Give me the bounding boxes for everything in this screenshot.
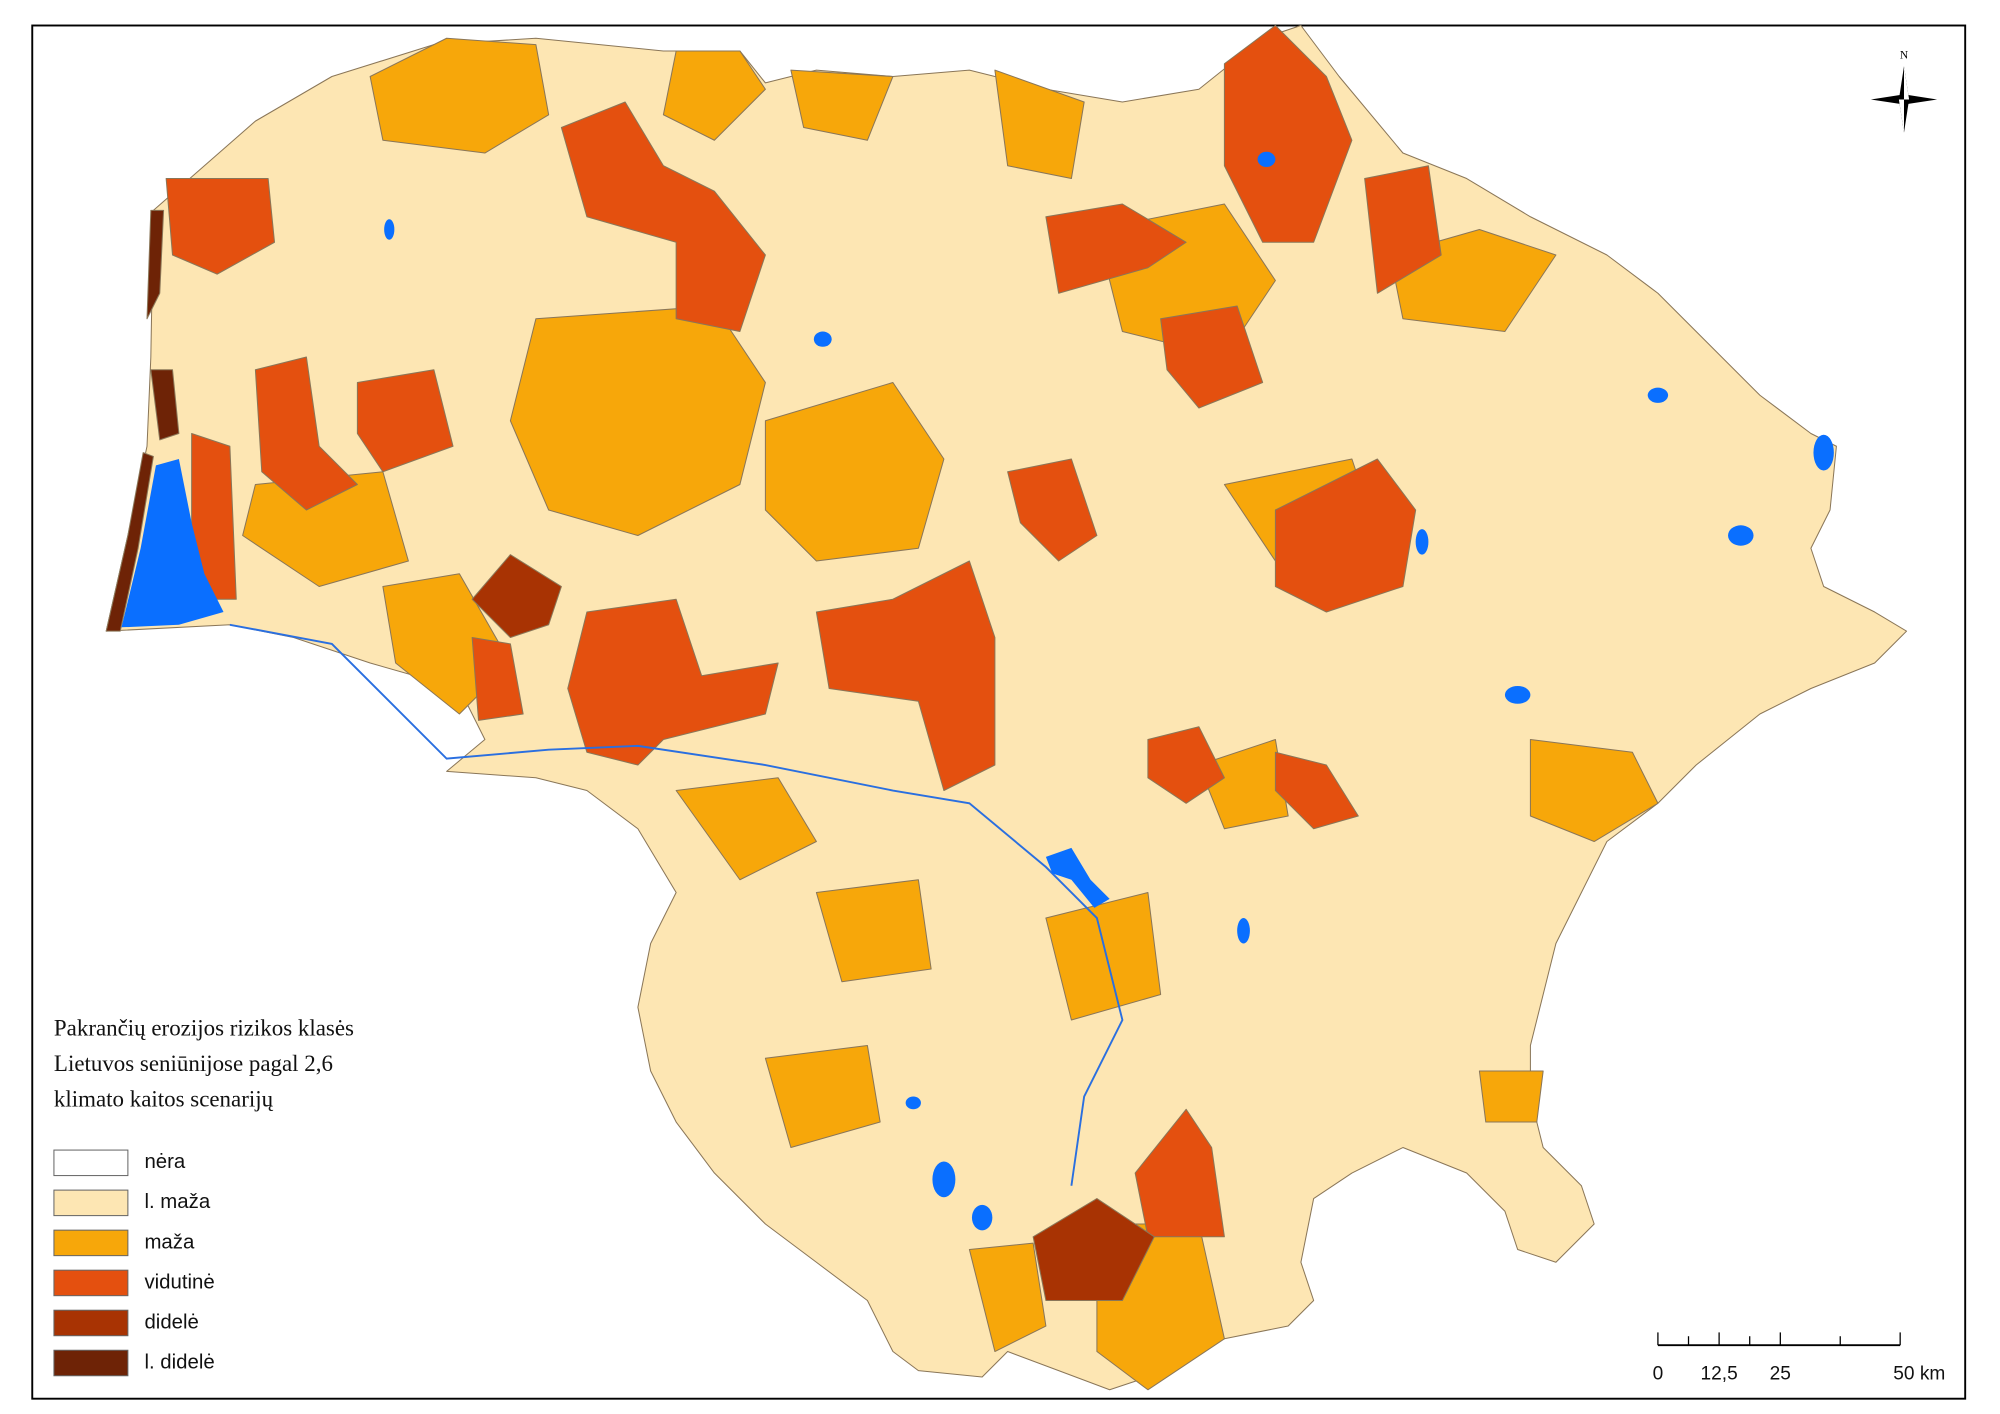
- region: [150, 369, 180, 441]
- legend-swatch: [53, 1229, 129, 1257]
- region: [369, 37, 550, 154]
- region: [1147, 726, 1225, 804]
- lagoon: [121, 459, 224, 628]
- region: [567, 598, 779, 766]
- region: [1274, 751, 1359, 830]
- lake: [905, 1096, 921, 1110]
- region: [968, 1242, 1047, 1353]
- legend-label: didelė: [144, 1311, 198, 1333]
- lake: [971, 1204, 993, 1231]
- legend-label: l. didelė: [144, 1351, 214, 1373]
- lake: [1504, 685, 1531, 704]
- region: [1032, 1198, 1155, 1302]
- region: [1007, 458, 1098, 562]
- region: [1223, 24, 1353, 243]
- scale-bar: 0 12,5 25 50 km: [1653, 1332, 1945, 1385]
- region: [242, 471, 409, 588]
- legend-swatch: [53, 1149, 129, 1177]
- region: [764, 381, 945, 562]
- lake: [1415, 529, 1429, 555]
- region: [1160, 305, 1264, 409]
- legend-swatch: [53, 1189, 129, 1217]
- regions: [105, 24, 1908, 1391]
- lake: [813, 331, 832, 347]
- region: [662, 50, 766, 141]
- legend-label: vidutinė: [144, 1271, 214, 1293]
- lake: [1728, 525, 1754, 546]
- region: [105, 452, 154, 632]
- region: [165, 177, 276, 275]
- north-label: N: [1900, 50, 1909, 62]
- region: [815, 879, 932, 983]
- river: [229, 623, 1124, 1186]
- region: [1134, 1108, 1225, 1238]
- scale-label: 25: [1770, 1364, 1791, 1385]
- legend-swatch: [53, 1269, 129, 1297]
- title-line: Pakrančių erozijos rizikos klasės: [54, 1015, 354, 1040]
- region: [1364, 165, 1442, 294]
- lake: [1813, 434, 1834, 471]
- region: [1045, 203, 1187, 294]
- region: [146, 209, 165, 320]
- lake: [1647, 387, 1669, 403]
- lake: [932, 1161, 956, 1198]
- reservoir: [1045, 847, 1110, 908]
- region: [1529, 739, 1659, 843]
- legend-label: nėra: [144, 1151, 185, 1173]
- water: [121, 151, 1834, 1231]
- region: [994, 69, 1085, 180]
- region: [254, 356, 358, 511]
- legend: nėra l. maža maža vidutinė didelė l. didelė: [53, 1149, 215, 1377]
- region: [675, 777, 817, 881]
- lake: [1237, 918, 1250, 944]
- region: [1274, 458, 1417, 613]
- scale-label: 12,5: [1701, 1364, 1738, 1385]
- region: [1478, 1070, 1544, 1123]
- arrow-light: [1898, 66, 1910, 133]
- legend-label: l. maža: [144, 1191, 210, 1213]
- title-line: Lietuvos seniūnijose pagal 2,6: [54, 1051, 333, 1076]
- legend-swatch: [53, 1349, 129, 1377]
- region: [471, 637, 524, 721]
- region: [1198, 739, 1289, 830]
- scale-label: 50 km: [1893, 1364, 1945, 1385]
- region: [1045, 892, 1162, 1021]
- region: [471, 554, 562, 639]
- region: [764, 1045, 881, 1149]
- legend-label: maža: [144, 1231, 195, 1253]
- north-arrow: N: [1870, 50, 1938, 133]
- scale-label: 0: [1653, 1364, 1664, 1385]
- region: [356, 369, 454, 473]
- lake: [1257, 151, 1276, 168]
- region: [790, 69, 894, 141]
- lake: [384, 219, 395, 240]
- title-line: klimato kaitos scenarijų: [54, 1087, 274, 1112]
- title: Pakrančių erozijos rizikos klasės Lietuv…: [54, 1015, 354, 1111]
- region: [815, 560, 996, 792]
- region: [560, 101, 766, 333]
- legend-swatch: [53, 1309, 129, 1337]
